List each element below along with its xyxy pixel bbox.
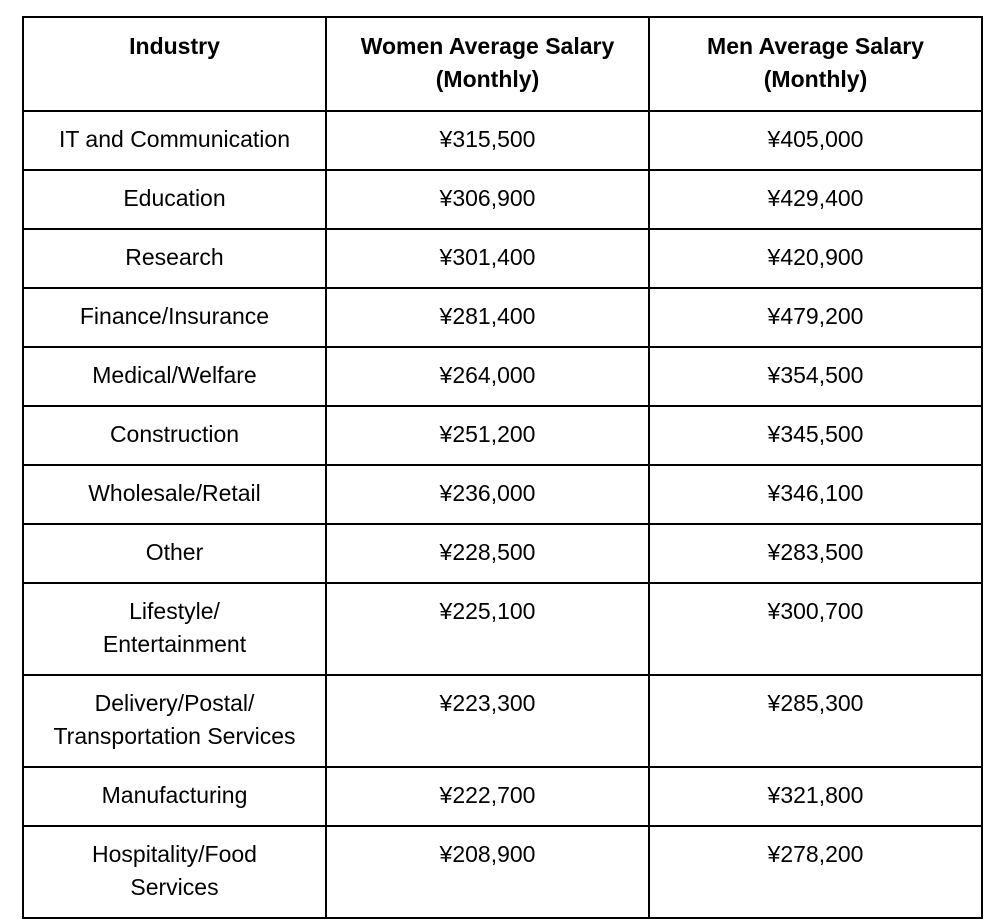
industry-cell: Delivery/Postal/Transportation Services [22, 674, 327, 768]
women-salary-cell: ¥264,000 [325, 346, 650, 407]
women-salary-cell: ¥228,500 [325, 523, 650, 584]
table-row: IT and Communication ¥315,500 ¥405,000 [22, 110, 983, 171]
men-salary-cell: ¥354,500 [648, 346, 983, 407]
header-women-salary: Women Average Salary (Monthly) [325, 16, 650, 112]
table-row: Hospitality/Food Services ¥208,900 ¥278,2… [22, 825, 983, 919]
table-row: Finance/Insurance ¥281,400 ¥479,200 [22, 287, 983, 348]
table-row: Education ¥306,900 ¥429,400 [22, 169, 983, 230]
men-salary-cell: ¥278,200 [648, 825, 983, 919]
women-salary-cell: ¥306,900 [325, 169, 650, 230]
industry-cell: IT and Communication [22, 110, 327, 171]
women-salary-cell: ¥208,900 [325, 825, 650, 919]
industry-cell: Finance/Insurance [22, 287, 327, 348]
women-salary-cell: ¥251,200 [325, 405, 650, 466]
women-salary-cell: ¥301,400 [325, 228, 650, 289]
men-salary-cell: ¥321,800 [648, 766, 983, 827]
table-row: Lifestyle/Entertainment ¥225,100 ¥300,70… [22, 582, 983, 676]
industry-cell: Education [22, 169, 327, 230]
table-row: Manufacturing ¥222,700 ¥321,800 [22, 766, 983, 827]
header-men-salary: Men Average Salary (Monthly) [648, 16, 983, 112]
men-salary-cell: ¥346,100 [648, 464, 983, 525]
industry-cell: Construction [22, 405, 327, 466]
table-row: Delivery/Postal/Transportation Services … [22, 674, 983, 768]
salary-table: Industry Women Average Salary (Monthly) M… [22, 16, 983, 919]
table-row: Medical/Welfare ¥264,000 ¥354,500 [22, 346, 983, 407]
industry-cell: Medical/Welfare [22, 346, 327, 407]
men-salary-cell: ¥345,500 [648, 405, 983, 466]
table-row: Research ¥301,400 ¥420,900 [22, 228, 983, 289]
women-salary-cell: ¥281,400 [325, 287, 650, 348]
men-salary-cell: ¥300,700 [648, 582, 983, 676]
industry-cell: Hospitality/Food Services [22, 825, 327, 919]
men-salary-cell: ¥405,000 [648, 110, 983, 171]
men-salary-cell: ¥285,300 [648, 674, 983, 768]
header-row: Industry Women Average Salary (Monthly) M… [22, 16, 983, 112]
table-row: Construction ¥251,200 ¥345,500 [22, 405, 983, 466]
industry-cell: Other [22, 523, 327, 584]
industry-cell: Research [22, 228, 327, 289]
table-row: Wholesale/Retail ¥236,000 ¥346,100 [22, 464, 983, 525]
header-industry: Industry [22, 16, 327, 112]
men-salary-cell: ¥429,400 [648, 169, 983, 230]
men-salary-cell: ¥283,500 [648, 523, 983, 584]
industry-cell: Manufacturing [22, 766, 327, 827]
women-salary-cell: ¥223,300 [325, 674, 650, 768]
men-salary-cell: ¥420,900 [648, 228, 983, 289]
women-salary-cell: ¥236,000 [325, 464, 650, 525]
industry-cell: Wholesale/Retail [22, 464, 327, 525]
table-row: Other ¥228,500 ¥283,500 [22, 523, 983, 584]
industry-cell: Lifestyle/Entertainment [22, 582, 327, 676]
women-salary-cell: ¥222,700 [325, 766, 650, 827]
women-salary-cell: ¥225,100 [325, 582, 650, 676]
women-salary-cell: ¥315,500 [325, 110, 650, 171]
men-salary-cell: ¥479,200 [648, 287, 983, 348]
